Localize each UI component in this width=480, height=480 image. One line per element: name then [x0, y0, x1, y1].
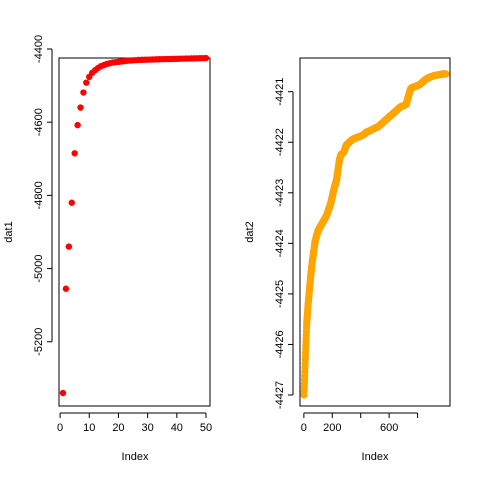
data-point [83, 79, 90, 86]
data-point [68, 199, 75, 206]
y-tick-label: -4423 [274, 179, 286, 207]
x-tick-label: 20 [112, 422, 124, 434]
plot-frame-dat2 [299, 57, 451, 407]
x-tick-label: 0 [301, 422, 307, 434]
y-axis-dat2: -4427 -4426 -4425 -4424 -4423 -4422 -4421 [274, 78, 294, 409]
y-tick-label: -4600 [33, 108, 45, 136]
y-axis-title-dat2: dat2 [244, 221, 256, 242]
data-point [74, 121, 81, 129]
x-tick-label: 0 [57, 422, 63, 434]
data-point [80, 89, 87, 96]
x-axis-title-dat1: Index [122, 451, 149, 463]
data-point [77, 104, 84, 111]
x-tick-label: 600 [380, 422, 398, 434]
y-tick-label: -4400 [33, 35, 45, 63]
x-axis-dat2: 0 200 600 [301, 412, 419, 434]
y-tick-label: -4425 [274, 280, 286, 308]
y-tick-label: -4421 [274, 78, 286, 106]
data-point [442, 70, 450, 78]
x-tick-label: 10 [83, 422, 95, 434]
data-point [65, 243, 73, 250]
x-tick-label: 200 [323, 422, 341, 434]
x-axis-title-dat2: Index [362, 451, 389, 463]
series-dat1 [59, 54, 210, 397]
data-point [59, 389, 67, 397]
x-tick-label: 50 [200, 422, 212, 434]
x-tick-label: 40 [171, 422, 183, 434]
y-axis-dat1: -5200 -5000 -4800 -4600 -4400 [33, 35, 53, 356]
y-tick-label: -5000 [33, 255, 45, 283]
y-tick-label: -4424 [274, 229, 286, 257]
x-axis-dat1: 0 10 20 30 40 50 [57, 412, 212, 434]
y-tick-label: -5200 [33, 328, 45, 356]
data-point [202, 54, 210, 62]
y-tick-label: -4800 [33, 181, 45, 209]
data-point [62, 285, 70, 292]
y-tick-label: -4422 [274, 128, 286, 156]
chart-panel-dat2: 0 200 600 -4427-4426-4425-4424-4423-4422-4… [244, 57, 451, 463]
data-point [71, 150, 78, 157]
chart-panel-dat1: 0 10 20 30 40 50 -5200 -5000 -4800 -4600 -4400 In… [3, 35, 212, 463]
y-axis-title-dat1: dat1 [3, 221, 15, 242]
y-tick-label: -4426 [274, 330, 286, 358]
x-tick-label: 30 [142, 422, 154, 434]
y-tick-label: -4427 [274, 381, 286, 409]
series-dat2 [300, 70, 450, 399]
